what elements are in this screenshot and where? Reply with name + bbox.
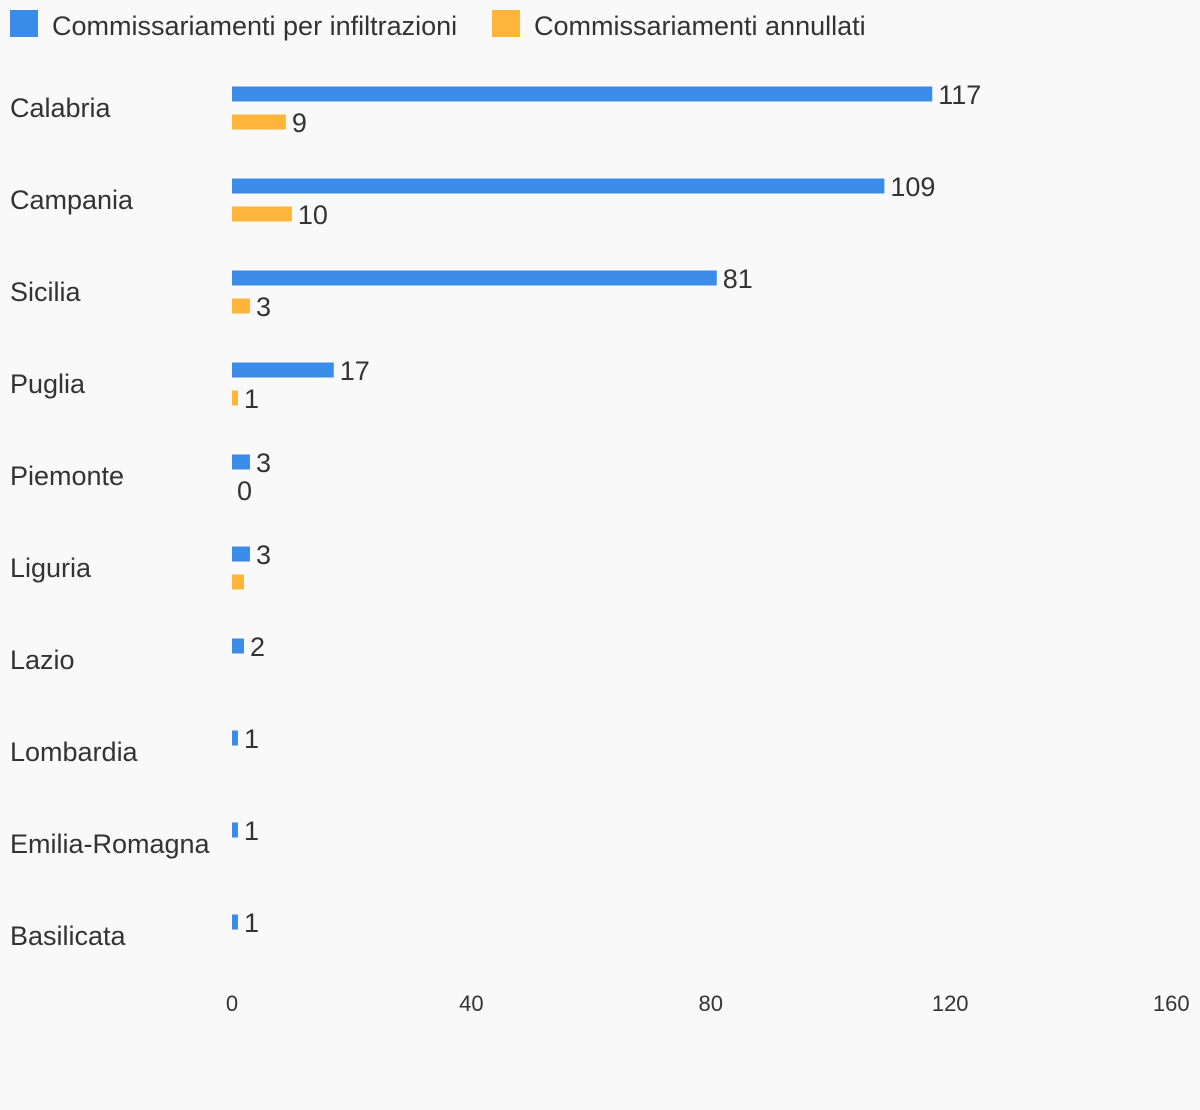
legend-label-annullati: Commissariamenti annullati (534, 11, 866, 41)
bar-infiltrazioni-liguria (232, 546, 250, 562)
value-label-infiltrazioni-puglia: 17 (340, 356, 370, 386)
category-label-campania: Campania (10, 185, 134, 215)
bar-annullati-sicilia (232, 298, 250, 314)
value-label-infiltrazioni-liguria: 3 (256, 540, 271, 570)
bar-infiltrazioni-emilia-romagna (232, 822, 238, 838)
value-label-infiltrazioni-piemonte: 3 (256, 448, 271, 478)
value-label-annullati-puglia: 1 (244, 384, 259, 414)
legend: Commissariamenti per infiltrazioni Commi… (10, 10, 866, 41)
value-label-infiltrazioni-campania: 109 (890, 172, 935, 202)
value-label-annullati-campania: 10 (298, 200, 328, 230)
bars (232, 86, 933, 930)
value-label-infiltrazioni-sicilia: 81 (723, 264, 753, 294)
x-tick-label: 120 (932, 991, 969, 1016)
category-label-piemonte: Piemonte (10, 461, 124, 491)
x-tick-label: 80 (699, 991, 723, 1016)
category-label-lombardia: Lombardia (10, 737, 139, 767)
value-label-infiltrazioni-lombardia: 1 (244, 724, 259, 754)
category-label-emilia-romagna: Emilia-Romagna (10, 829, 211, 859)
bar-annullati-puglia (232, 390, 238, 406)
bar-infiltrazioni-calabria (232, 86, 933, 102)
category-labels: Calabria Campania Sicilia Puglia Piemonte Lig… (10, 93, 211, 951)
value-label-infiltrazioni-emilia-romagna: 1 (244, 816, 259, 846)
value-label-annullati-piemonte: 0 (237, 476, 252, 506)
legend-swatch-infiltrazioni (10, 10, 38, 37)
value-label-annullati-calabria: 9 (292, 108, 307, 138)
legend-label-infiltrazioni: Commissariamenti per infiltrazioni (52, 11, 457, 41)
bar-annullati-liguria (232, 574, 244, 590)
bar-infiltrazioni-puglia (232, 362, 334, 378)
value-label-infiltrazioni-calabria: 117 (938, 80, 981, 110)
x-tick-label: 160 (1153, 991, 1190, 1016)
category-label-liguria: Liguria (10, 553, 92, 583)
bar-infiltrazioni-piemonte (232, 454, 250, 470)
category-label-sicilia: Sicilia (10, 277, 82, 307)
bar-infiltrazioni-sicilia (232, 270, 717, 286)
value-label-infiltrazioni-basilicata: 1 (244, 908, 259, 938)
bar-infiltrazioni-lombardia (232, 730, 238, 746)
category-label-lazio: Lazio (10, 645, 75, 675)
value-label-infiltrazioni-lazio: 2 (250, 632, 265, 662)
category-label-puglia: Puglia (10, 369, 86, 399)
category-label-calabria: Calabria (10, 93, 112, 123)
bar-annullati-calabria (232, 114, 286, 130)
bar-annullati-campania (232, 206, 292, 222)
category-label-basilicata: Basilicata (10, 921, 127, 951)
bar-infiltrazioni-campania (232, 178, 885, 194)
bar-infiltrazioni-basilicata (232, 914, 238, 930)
bar-infiltrazioni-lazio (232, 638, 244, 654)
x-tick-label: 40 (459, 991, 483, 1016)
x-tick-label: 0 (226, 991, 238, 1016)
x-axis-ticks: 0 40 80 120 160 (226, 991, 1190, 1016)
legend-swatch-annullati (492, 10, 520, 37)
value-label-annullati-sicilia: 3 (256, 292, 271, 322)
